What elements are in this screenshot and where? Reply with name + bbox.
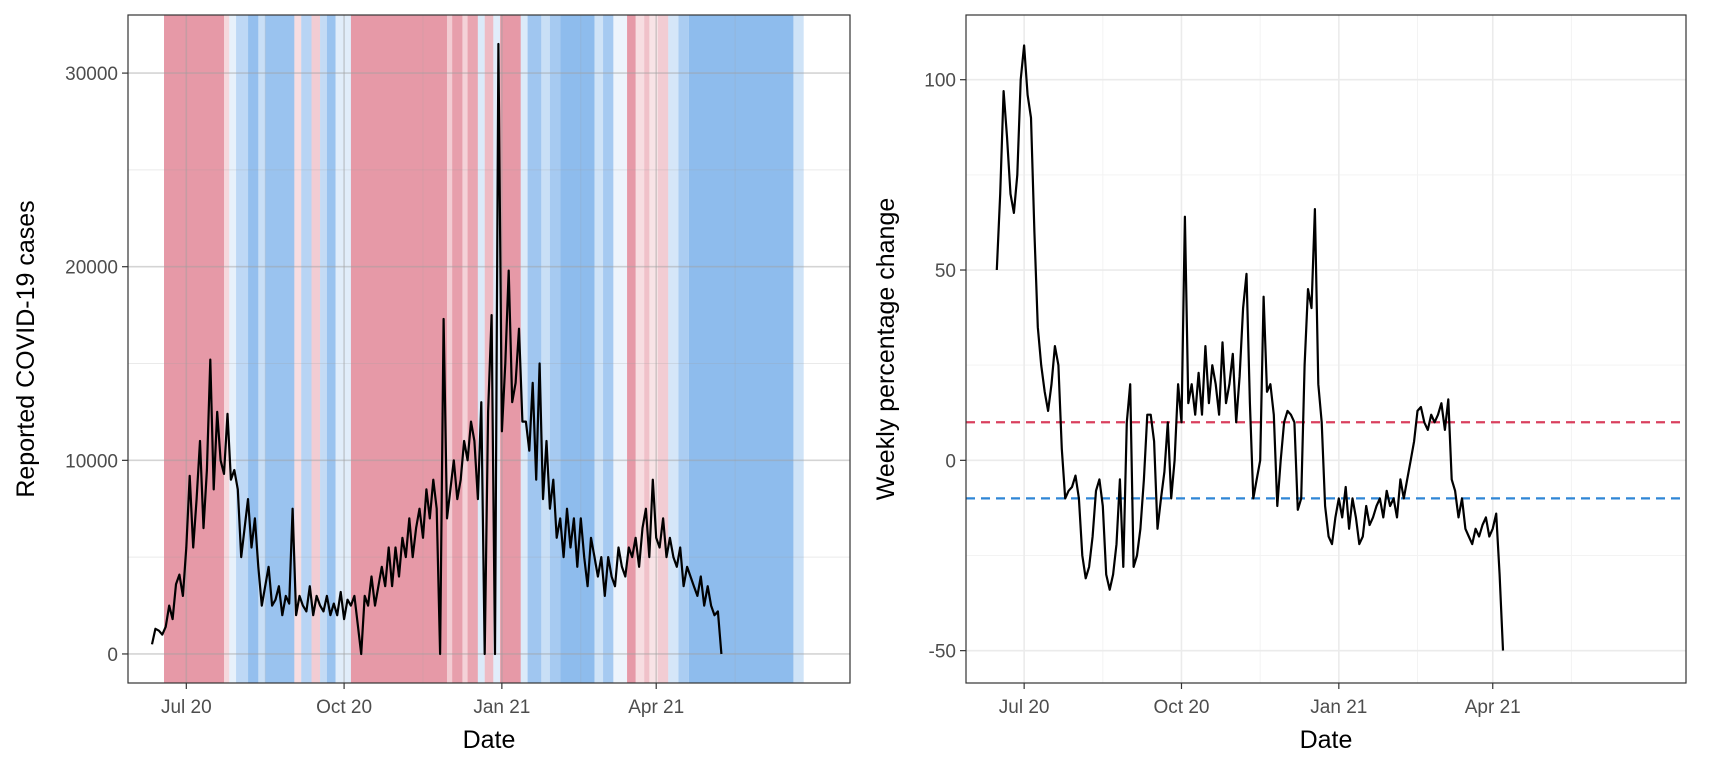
right-series (995, 44, 1505, 651)
left-x-ticks: Jul 20 Oct 20 Jan 21 Apr 21 (161, 683, 684, 718)
series-line-0 (150, 42, 723, 656)
band-24 (541, 15, 550, 683)
y-tick-label: 50 (935, 261, 956, 282)
band-27 (594, 15, 604, 683)
band-36 (678, 15, 689, 683)
x-tick-label: Oct 20 (316, 697, 372, 718)
band-3 (236, 15, 249, 683)
band-19 (484, 15, 494, 683)
x-tick-label: Apr 21 (1465, 697, 1521, 718)
left-y-axis-title: Reported COVID-19 cases (12, 200, 40, 497)
band-7 (294, 15, 302, 683)
band-22 (520, 15, 528, 683)
band-14 (446, 15, 453, 683)
right-x-axis-title: Date (1300, 726, 1353, 754)
band-4 (248, 15, 259, 683)
x-tick-label: Jul 20 (161, 697, 212, 718)
y-tick-label: 100 (924, 71, 956, 92)
band-28 (603, 15, 614, 683)
y-tick-label: 20000 (65, 258, 118, 279)
left-y-ticks: 0 10000 20000 30000 (65, 64, 128, 666)
left-series (150, 42, 723, 656)
right-plot-background (966, 15, 1686, 683)
band-37 (688, 15, 794, 683)
band-12 (335, 15, 351, 683)
x-tick-label: Apr 21 (628, 697, 684, 718)
band-30 (627, 15, 636, 683)
y-tick-label: 30000 (65, 64, 118, 85)
x-tick-label: Oct 20 (1153, 697, 1209, 718)
y-tick-label: 0 (945, 451, 956, 472)
band-11 (326, 15, 336, 683)
band-1 (224, 15, 230, 683)
left-chart: Jul 20 Oct 20 Jan 21 Apr 21 0 10000 20000 3000… (12, 14, 851, 754)
right-reference-lines (966, 421, 1686, 500)
band-35 (668, 15, 679, 683)
band-32 (644, 15, 650, 683)
band-9 (311, 15, 321, 683)
x-tick-label: Jan 21 (473, 697, 530, 718)
band-15 (452, 15, 463, 683)
band-16 (462, 15, 468, 683)
right-plot-border (965, 14, 1687, 684)
band-5 (258, 15, 266, 683)
band-33 (649, 15, 658, 683)
band-2 (229, 15, 237, 683)
band-34 (657, 15, 669, 683)
left-x-axis-title: Date (463, 726, 516, 754)
band-18 (477, 15, 485, 683)
band-10 (320, 15, 327, 683)
band-29 (613, 15, 628, 683)
band-38 (793, 15, 804, 683)
series-line-0 (995, 44, 1505, 651)
band-25 (549, 15, 561, 683)
band-0 (164, 15, 225, 683)
y-tick-label: 10000 (65, 451, 118, 472)
band-8 (301, 15, 312, 683)
y-tick-label: -50 (929, 642, 956, 663)
x-tick-label: Jul 20 (999, 697, 1050, 718)
y-tick-label: 0 (107, 645, 118, 666)
left-background-bands (164, 15, 804, 683)
right-y-ticks: -50 0 50 100 (924, 71, 966, 663)
right-x-ticks: Jul 20 Oct 20 Jan 21 Apr 21 (999, 683, 1521, 718)
band-31 (635, 15, 645, 683)
right-gridlines (966, 15, 1686, 683)
left-plot-border (127, 14, 851, 684)
x-tick-label: Jan 21 (1310, 697, 1367, 718)
right-y-axis-title: Weekly percentage change (872, 198, 900, 501)
band-23 (527, 15, 542, 683)
band-13 (350, 15, 447, 683)
band-26 (560, 15, 595, 683)
band-17 (467, 15, 478, 683)
